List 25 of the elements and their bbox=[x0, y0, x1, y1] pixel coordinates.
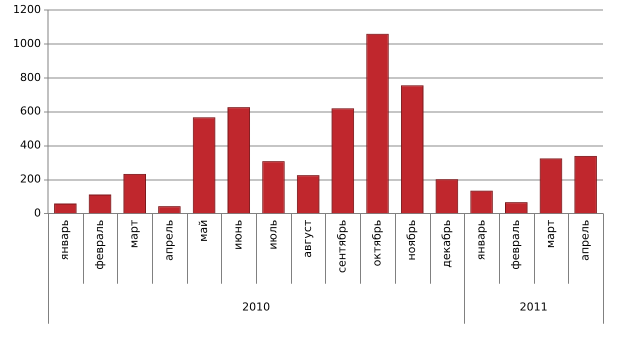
x-tick-label: июль bbox=[266, 220, 280, 250]
y-tick-label: 1000 bbox=[12, 36, 41, 50]
x-tick-label: март bbox=[544, 219, 557, 248]
x-tick-label: январь bbox=[58, 220, 72, 260]
y-tick-label: 1200 bbox=[12, 2, 41, 16]
x-tick-label: сентябрь bbox=[336, 220, 349, 273]
x-tick-label: январь bbox=[474, 220, 488, 260]
x-tick-label: октябрь bbox=[370, 220, 384, 266]
x-tick-label: февраль bbox=[509, 220, 522, 270]
x-tick-label: май bbox=[196, 220, 210, 242]
y-tick-label: 0 bbox=[34, 206, 41, 220]
x-tick-label: август bbox=[301, 219, 314, 258]
y-tick-label: 400 bbox=[20, 138, 41, 152]
x-tick-label: июнь bbox=[232, 220, 245, 250]
text: 2010 bbox=[242, 300, 270, 314]
y-tick-label: 200 bbox=[20, 172, 41, 186]
x-tick-label: апрель bbox=[162, 220, 176, 261]
x-tick-label: февраль bbox=[92, 220, 106, 270]
y-tick-label: 600 bbox=[20, 104, 41, 118]
text: 2011 bbox=[520, 300, 548, 314]
y-tick-label: 800 bbox=[20, 70, 41, 84]
x-tick-label: ноябрь bbox=[405, 220, 418, 261]
x-tick-label: март bbox=[128, 219, 141, 248]
x-tick-label: апрель bbox=[578, 220, 592, 261]
x-tick-label: декабрь bbox=[440, 220, 453, 268]
